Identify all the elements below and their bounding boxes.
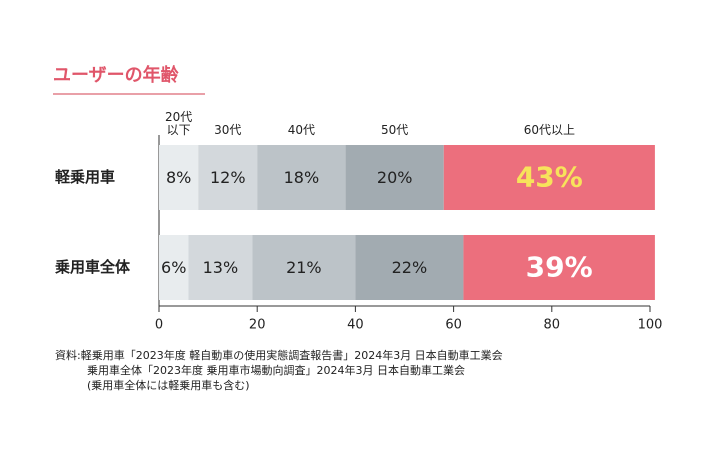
value-label: 13% [203,258,239,277]
bar-segment [355,235,464,300]
x-tick-label: 40 [347,318,364,333]
source-note: (乗用車全体には軽乗用車も含む) [87,378,250,392]
bar-segment [159,145,199,210]
value-label: 12% [210,168,246,187]
value-label: 18% [284,168,320,187]
value-label: 6% [161,258,186,277]
legend-label: 60代以上 [523,123,575,137]
bar-segment [188,235,253,300]
category-label: 軽乗用車 [55,168,115,186]
x-tick-label: 80 [544,318,561,333]
value-label: 8% [166,168,191,187]
value-label: 21% [286,258,322,277]
legend-label: 50代 [381,123,409,137]
legend-label: 40代 [287,123,316,137]
x-tick-label: 20 [249,318,266,333]
legend-label: 20代 以下 [164,110,193,137]
bar-segment [257,145,346,210]
source-note: 資料:軽乗用車「2023年度 軽自動車の使用実態調査報告書」2024年3月 日本… [55,348,503,362]
chart-title: ユーザーの年齢 [53,64,180,86]
value-label: 43% [516,161,583,194]
bar-segment [443,145,655,210]
category-label: 乗用車全体 [55,258,131,276]
value-label: 22% [392,258,428,277]
bar-segment [252,235,356,300]
x-tick-label: 100 [638,318,663,333]
x-tick-label: 60 [445,318,462,333]
bar-segment [345,145,444,210]
legend-label: 30代 [214,123,242,137]
bar-segment [463,235,655,300]
bar-segment [198,145,258,210]
x-tick-label: 0 [155,318,163,333]
value-label: 39% [526,251,593,284]
value-label: 20% [377,168,413,187]
bar-segment [159,235,189,300]
source-note: 乗用車全体「2023年度 乗用車市場動向調査」2024年3月 日本自動車工業会 [87,363,465,377]
